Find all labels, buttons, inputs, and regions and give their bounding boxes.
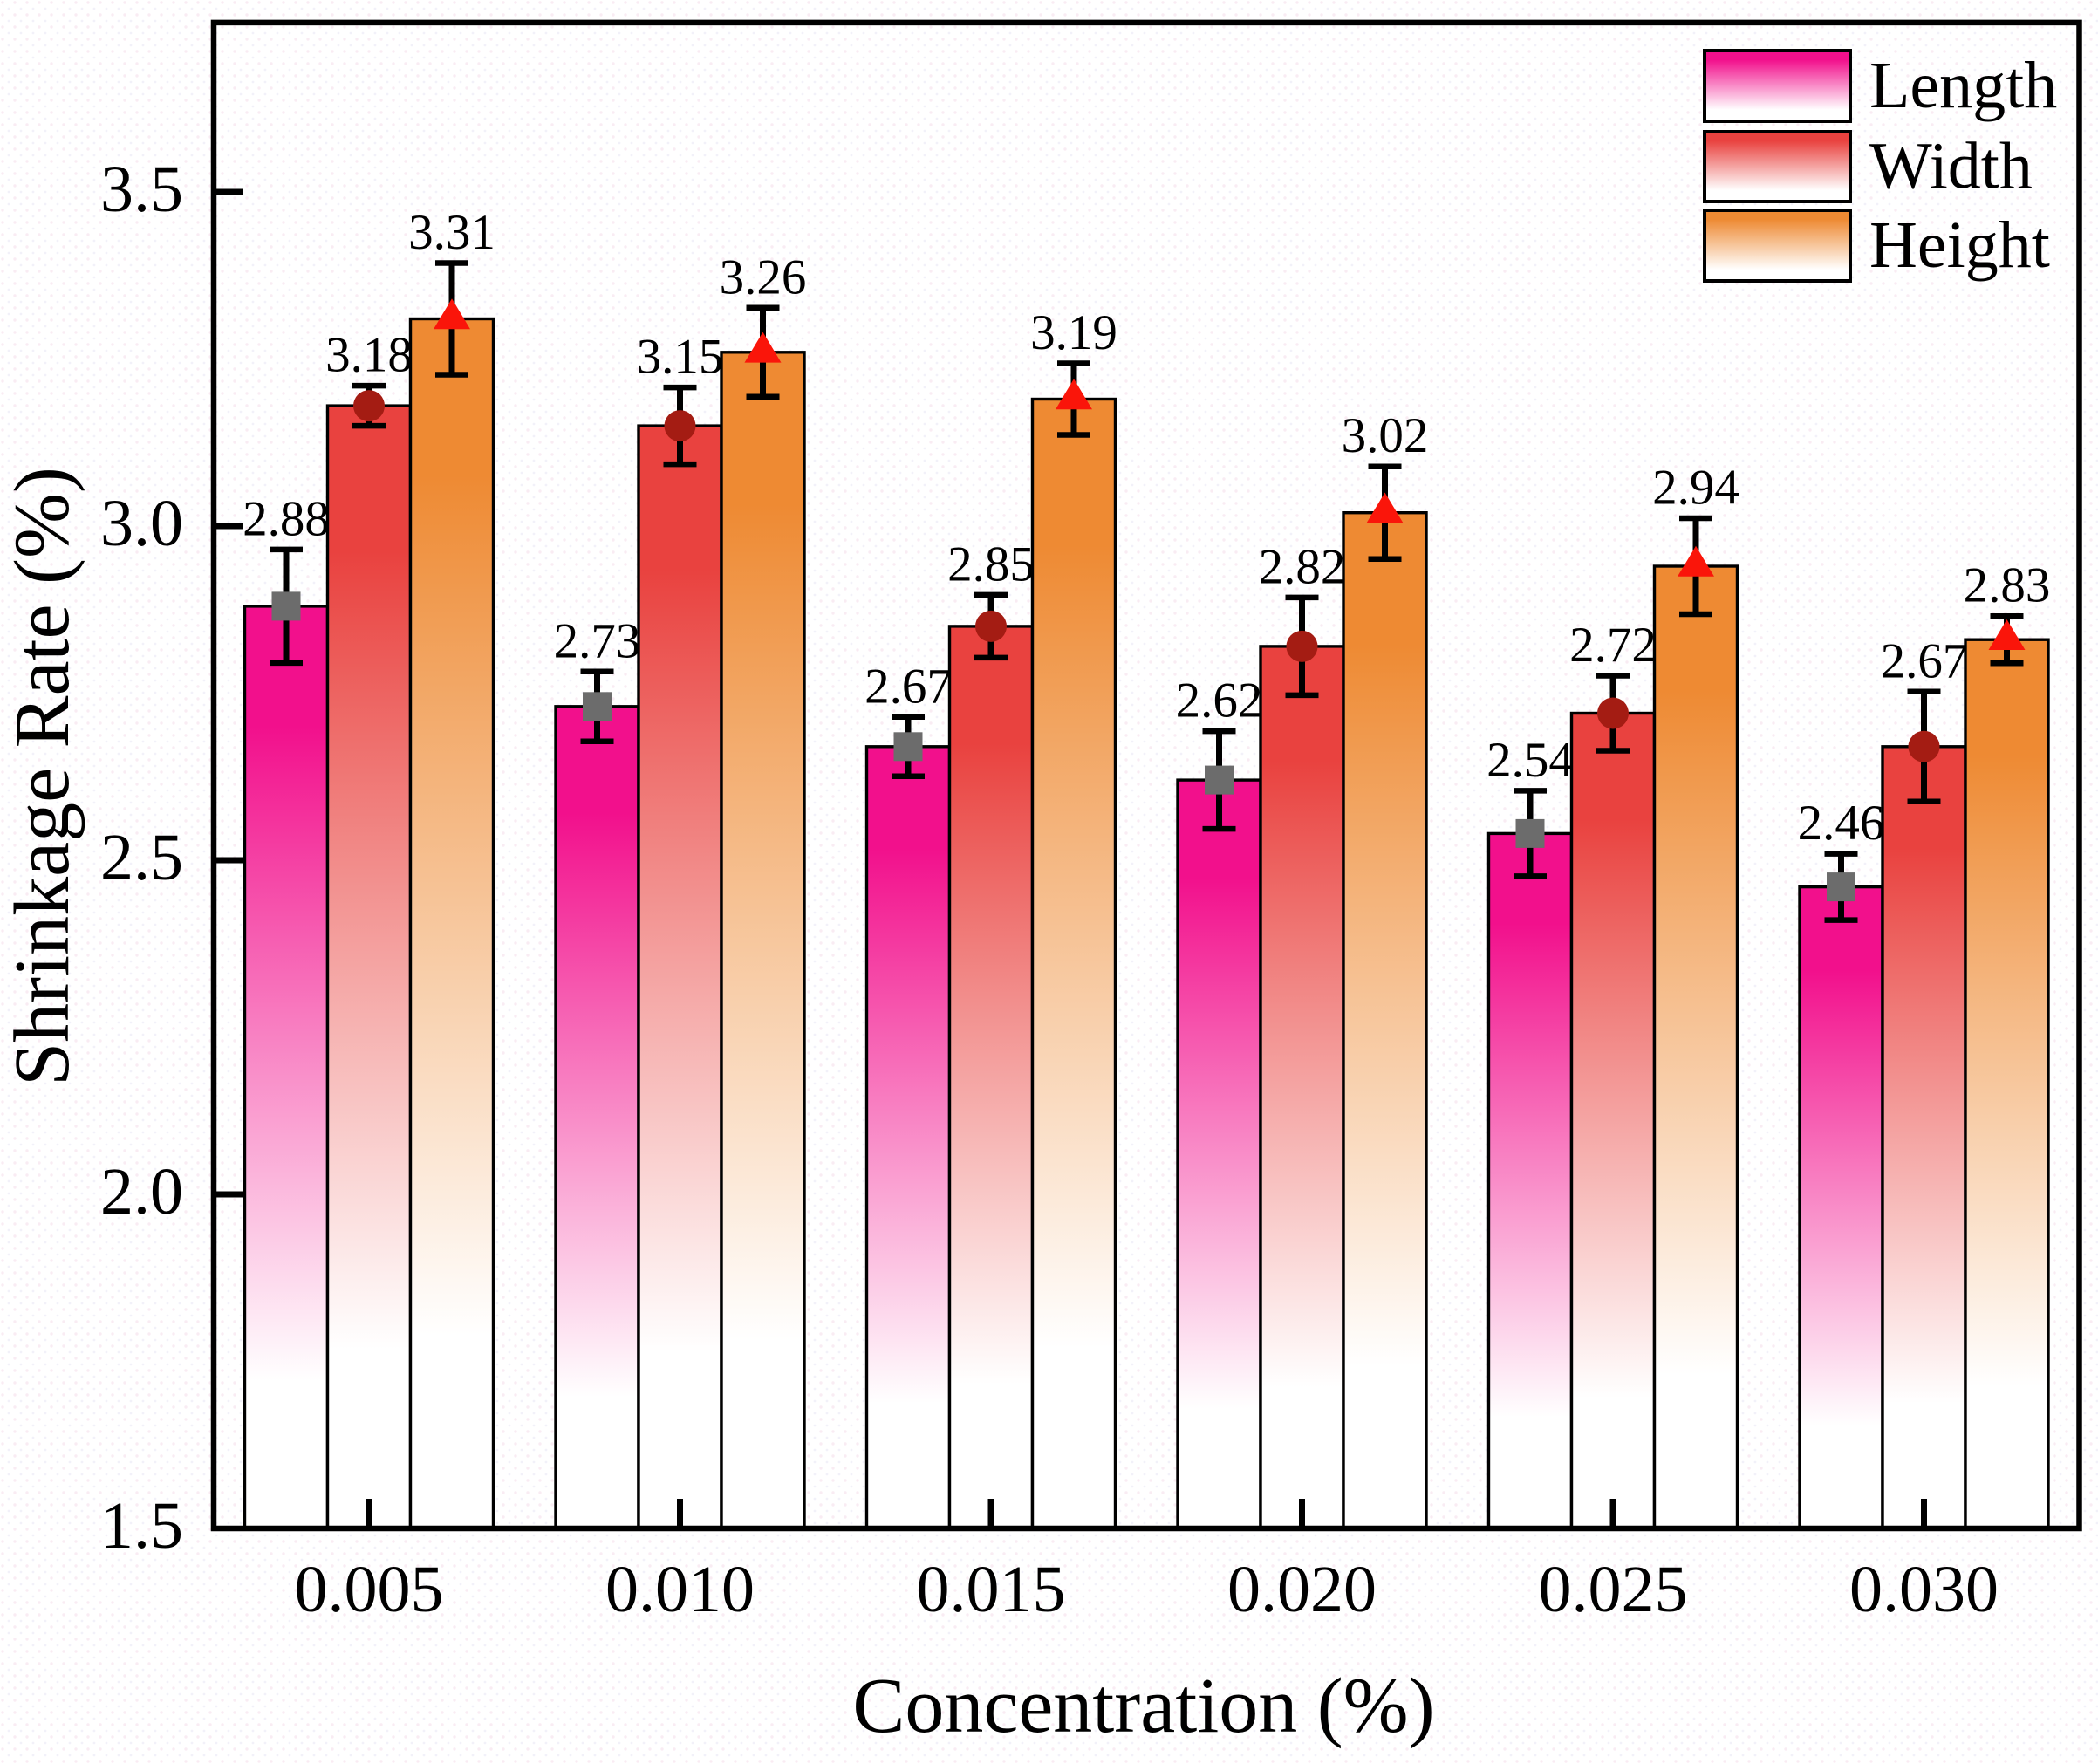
svg-text:2.46: 2.46	[1798, 796, 1885, 851]
svg-text:2.67: 2.67	[1881, 633, 1968, 688]
svg-text:2.54: 2.54	[1486, 733, 1574, 788]
svg-text:3.26: 3.26	[720, 250, 807, 304]
svg-text:2.0: 2.0	[100, 1155, 183, 1228]
svg-text:2.67: 2.67	[864, 659, 952, 714]
svg-text:0.010: 0.010	[605, 1553, 755, 1626]
svg-text:2.62: 2.62	[1176, 673, 1263, 728]
svg-text:3.18: 3.18	[325, 328, 413, 383]
svg-text:2.85: 2.85	[947, 537, 1035, 591]
svg-text:2.88: 2.88	[243, 491, 330, 546]
svg-text:3.15: 3.15	[637, 330, 724, 385]
svg-text:3.31: 3.31	[408, 205, 495, 260]
svg-text:0.030: 0.030	[1849, 1553, 1999, 1626]
svg-text:Width: Width	[1869, 130, 2033, 203]
svg-text:0.005: 0.005	[295, 1553, 444, 1626]
svg-text:2.83: 2.83	[1964, 558, 2051, 613]
svg-text:Shrinkage Rate (%): Shrinkage Rate (%)	[0, 467, 85, 1086]
svg-text:0.025: 0.025	[1539, 1553, 1688, 1626]
svg-text:0.020: 0.020	[1227, 1553, 1377, 1626]
svg-text:3.0: 3.0	[100, 487, 183, 560]
svg-text:3.02: 3.02	[1342, 408, 1429, 463]
svg-text:0.015: 0.015	[917, 1553, 1066, 1626]
svg-text:3.19: 3.19	[1030, 305, 1117, 360]
svg-text:Height: Height	[1869, 209, 2050, 282]
svg-text:2.94: 2.94	[1652, 461, 1739, 516]
svg-text:2.82: 2.82	[1259, 539, 1346, 594]
svg-text:Length: Length	[1869, 49, 2057, 122]
svg-text:1.5: 1.5	[100, 1489, 183, 1562]
svg-text:2.72: 2.72	[1569, 618, 1657, 673]
svg-text:3.5: 3.5	[100, 153, 183, 226]
svg-text:2.5: 2.5	[100, 821, 183, 894]
svg-text:2.73: 2.73	[554, 613, 641, 668]
svg-text:Concentration (%): Concentration (%)	[852, 1663, 1434, 1749]
